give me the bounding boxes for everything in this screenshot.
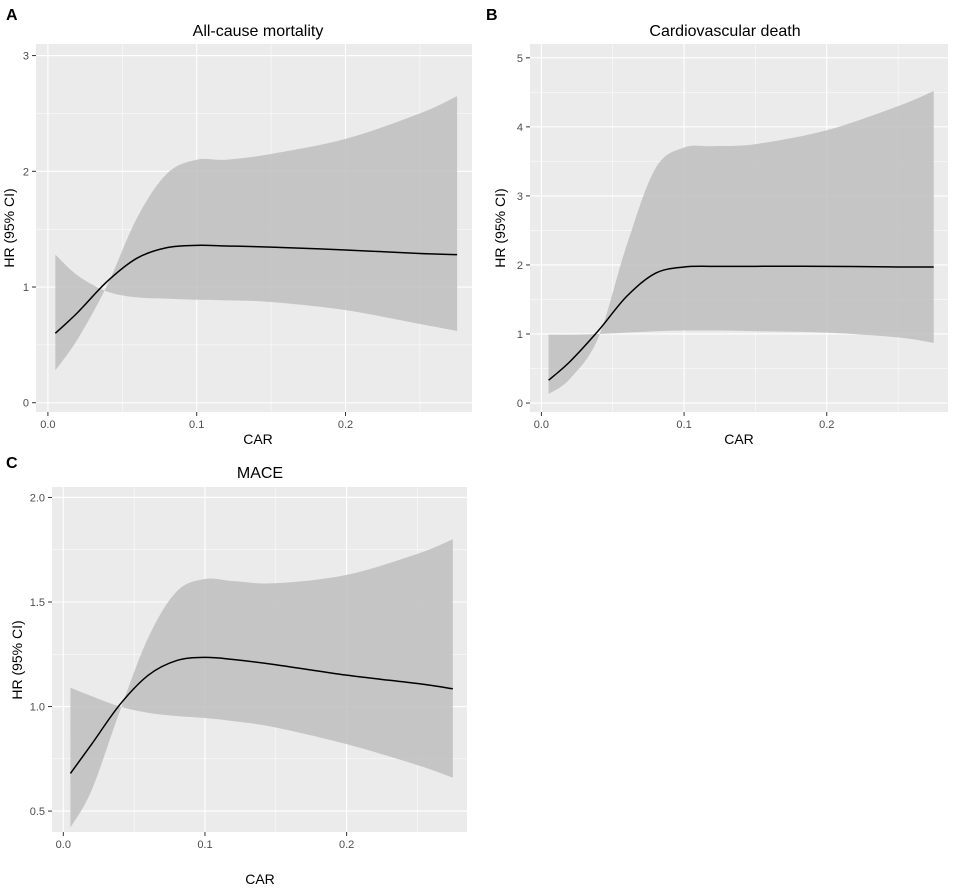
chart-panel-c: 0.0 0.1 0.2 0.5 1.0 1.5 2.0 C MACE CAR HR (95% CI) bbox=[6, 455, 467, 887]
y-axis-title: HR (95% CI) bbox=[492, 188, 508, 267]
y-tick-label: 1.5 bbox=[30, 597, 45, 609]
y-tick-label: 0 bbox=[517, 398, 523, 410]
x-tick-label: 0.1 bbox=[197, 839, 212, 851]
x-tick-label: 0.2 bbox=[339, 839, 354, 851]
x-tick-label: 0.0 bbox=[40, 419, 55, 431]
x-tick-label: 0.1 bbox=[676, 419, 691, 431]
y-tick-label: 5 bbox=[517, 53, 523, 65]
y-axis-title: HR (95% CI) bbox=[9, 620, 25, 699]
chart-panel-b: 0.0 0.1 0.2 0 1 2 3 4 5 B Cardiovascular death CAR H… bbox=[486, 7, 948, 447]
y-tick-label: 1 bbox=[517, 329, 523, 341]
x-axis-title: CAR bbox=[724, 431, 754, 447]
y-tick-label: 3 bbox=[23, 51, 29, 63]
chart-title: Cardiovascular death bbox=[649, 23, 800, 40]
panel-letter: B bbox=[486, 7, 498, 24]
panel-letter: C bbox=[6, 455, 18, 472]
x-tick-label: 0.2 bbox=[819, 419, 834, 431]
chart-panel-a: 0.0 0.1 0.2 0 1 2 3 A All-cause mortality CAR HR (… bbox=[1, 7, 472, 447]
confidence-band bbox=[70, 539, 453, 828]
hr-line bbox=[69, 656, 453, 774]
chart-title: MACE bbox=[237, 465, 283, 482]
y-tick-label: 1 bbox=[23, 282, 29, 294]
x-tick-label: 0.2 bbox=[338, 419, 353, 431]
x-axis-title: CAR bbox=[245, 871, 275, 887]
y-axis-title: HR (95% CI) bbox=[1, 188, 17, 267]
y-tick-label: 2 bbox=[517, 260, 523, 272]
y-tick-label: 4 bbox=[517, 122, 523, 134]
confidence-band bbox=[55, 96, 458, 371]
x-axis-title: CAR bbox=[243, 431, 273, 447]
x-tick-label: 0.1 bbox=[189, 419, 204, 431]
y-tick-label: 3 bbox=[517, 191, 523, 203]
confidence-band bbox=[548, 90, 934, 395]
y-tick-label: 2 bbox=[23, 166, 29, 178]
y-tick-label: 1.0 bbox=[30, 702, 45, 714]
hr-line bbox=[54, 244, 458, 334]
hr-line bbox=[548, 265, 934, 381]
x-tick-label: 0.0 bbox=[56, 839, 71, 851]
chart-title: All-cause mortality bbox=[193, 23, 324, 40]
panel-letter: A bbox=[6, 7, 18, 24]
y-tick-label: 0 bbox=[23, 398, 29, 410]
y-tick-label: 2.0 bbox=[30, 492, 45, 504]
y-tick-label: 0.5 bbox=[30, 806, 45, 818]
x-tick-label: 0.0 bbox=[534, 419, 549, 431]
